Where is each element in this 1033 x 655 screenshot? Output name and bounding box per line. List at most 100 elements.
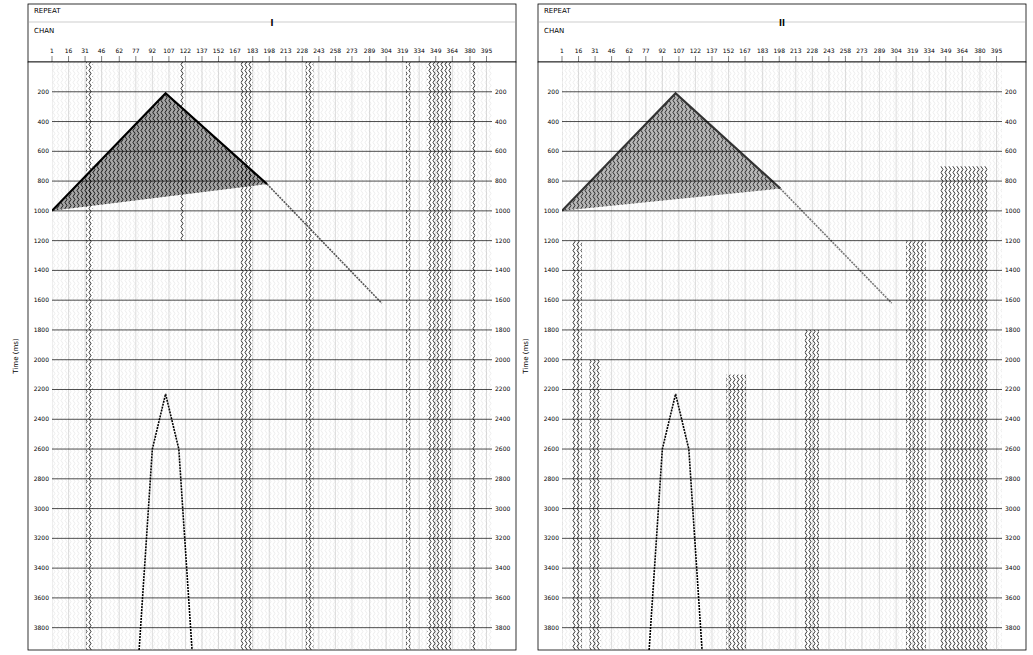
y-tick-label: 3200 (1005, 534, 1020, 541)
grid-line-y (562, 538, 1002, 539)
x-tick (318, 56, 319, 62)
x-tick (662, 56, 663, 62)
y-tick-label: 3600 (544, 594, 559, 601)
grid-line-y (52, 240, 492, 241)
y-tick-label: 1800 (495, 326, 510, 333)
grid-line-y (562, 597, 1002, 598)
x-tick (812, 56, 813, 62)
x-tick (302, 56, 303, 62)
x-tick (678, 56, 679, 62)
panel: REPEATCHANII1163146627792107122137152167… (522, 4, 1026, 650)
grid-line-y (52, 538, 492, 539)
noise-band (306, 62, 314, 650)
x-tick (711, 56, 712, 62)
x-tick (695, 56, 696, 62)
x-tick-label: 16 (575, 47, 583, 54)
x-tick-label: 92 (149, 47, 157, 54)
grid-line-y (52, 329, 492, 330)
y-tick-label: 2000 (34, 356, 49, 363)
plot-frame (538, 62, 1026, 650)
x-tick (728, 56, 729, 62)
grid-line-x (235, 62, 236, 650)
background-noise (562, 62, 1002, 650)
x-tick-label: 31 (81, 47, 89, 54)
grid-line-y (562, 181, 1002, 182)
event-line (267, 184, 382, 303)
header-box (538, 4, 1026, 62)
grid-line-x (285, 62, 286, 650)
x-tick (335, 56, 336, 62)
grid-line-y (52, 449, 492, 450)
grid-line-y (52, 270, 492, 271)
x-tick (929, 56, 930, 62)
grid-line-x (879, 62, 880, 650)
y-tick-label: 2200 (1005, 385, 1020, 392)
y-tick-label: 1800 (1005, 326, 1020, 333)
x-tick-label: 77 (642, 47, 650, 54)
y-tick-label: 2800 (1005, 475, 1020, 482)
y-tick-label: 2600 (34, 445, 49, 452)
x-tick-label: 289 (874, 47, 886, 54)
y-tick-label: 1400 (544, 266, 559, 273)
y-tick-label: 1000 (495, 207, 510, 214)
grid-line-y (562, 478, 1002, 479)
x-tick (369, 56, 370, 62)
x-tick-label: 167 (739, 47, 751, 54)
grid-line-y (562, 151, 1002, 152)
x-tick-label: 167 (229, 47, 241, 54)
y-tick-label: 800 (495, 177, 507, 184)
y-tick-label: 400 (38, 118, 50, 125)
x-tick-label: 137 (706, 47, 718, 54)
y-tick-label: 3000 (544, 505, 559, 512)
grid-line-x (896, 62, 897, 650)
x-tick (845, 56, 846, 62)
x-tick-label: 319 (907, 47, 919, 54)
x-tick-label: 152 (213, 47, 225, 54)
x-tick-label: 395 (991, 47, 1003, 54)
x-tick (235, 56, 236, 62)
x-tick-label: 395 (481, 47, 493, 54)
x-tick-label: 228 (297, 47, 309, 54)
event-fill (562, 93, 780, 211)
x-tick (351, 56, 352, 62)
grid-line-y (562, 627, 1002, 628)
y-tick-label: 1600 (495, 296, 510, 303)
x-tick-label: 1 (560, 47, 564, 54)
noise-band (427, 62, 451, 650)
y-tick-label: 800 (548, 177, 560, 184)
x-tick (762, 56, 763, 62)
panel: REPEATCHANI11631466277921071221371521671… (12, 4, 516, 650)
grid-line-y (562, 210, 1002, 211)
y-tick-label: 200 (495, 88, 507, 95)
y-tick-label: 3200 (544, 534, 559, 541)
header-label: CHAN (34, 27, 54, 35)
x-tick (979, 56, 980, 62)
noise-band (241, 62, 253, 650)
x-tick (861, 56, 862, 62)
noise-band (471, 62, 475, 650)
y-tick-label: 600 (495, 147, 507, 154)
grid-line-x (779, 62, 780, 650)
grid-line-y (562, 270, 1002, 271)
noise-band (406, 62, 410, 650)
x-tick-label: 92 (659, 47, 667, 54)
grid-line-y (52, 627, 492, 628)
x-tick-label: 304 (890, 47, 902, 54)
y-axis-title: Time (ms) (12, 338, 20, 375)
x-tick (101, 56, 102, 62)
x-tick-label: 198 (264, 47, 276, 54)
x-tick (119, 56, 120, 62)
x-tick-label: 258 (330, 47, 342, 54)
x-tick-label: 1 (50, 47, 54, 54)
y-tick-label: 3800 (544, 624, 559, 631)
y-tick-label: 2800 (495, 475, 510, 482)
panel-title: I (271, 19, 274, 28)
grid-line-y (52, 91, 492, 92)
event-line (139, 394, 192, 650)
y-tick-label: 200 (1005, 88, 1017, 95)
data-layer (52, 62, 492, 650)
x-tick-label: 334 (923, 47, 935, 54)
first-break (562, 93, 780, 211)
x-tick-label: 183 (247, 47, 259, 54)
grid-line-y (52, 181, 492, 182)
